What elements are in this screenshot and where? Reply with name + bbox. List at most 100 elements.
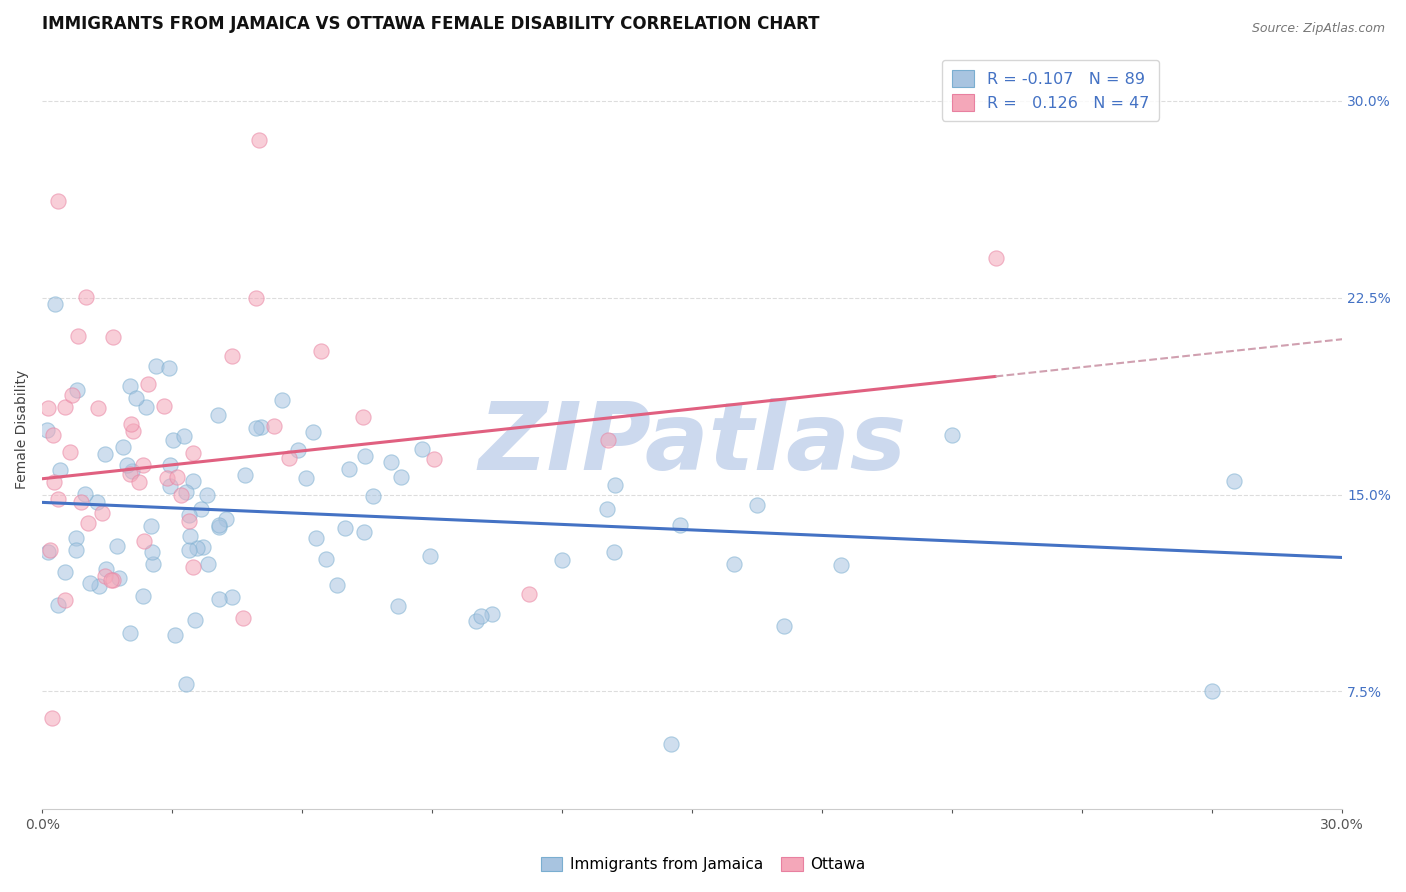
Point [353,524,375,539]
Point [422,452,444,467]
Point [596,501,619,516]
Point [173,429,195,443]
Point [162,433,184,447]
Point [354,449,377,463]
Point [179,508,201,523]
Point [215,512,238,526]
Point [53,592,76,607]
Point [277,451,299,466]
Point [723,557,745,571]
Point [181,559,204,574]
Point [232,611,254,625]
Point [177,543,200,558]
Text: ZIPatlas: ZIPatlas [478,398,907,490]
Point [93,447,115,461]
Legend: R = -0.107   N = 89, R =   0.126   N = 47: R = -0.107 N = 89, R = 0.126 N = 47 [942,61,1159,120]
Point [37,545,59,559]
Point [179,529,201,543]
Point [120,379,142,393]
Point [128,475,150,489]
Point [207,520,229,534]
Point [118,467,141,482]
Point [183,613,205,627]
Point [174,677,197,691]
Point [69,495,91,509]
Point [352,409,374,424]
Point [247,133,270,147]
Point [380,454,402,468]
Point [124,392,146,406]
Point [745,498,768,512]
Point [245,291,267,305]
Point [66,328,89,343]
Point [35,423,58,437]
Point [181,474,204,488]
Point [49,463,72,477]
Point [207,408,229,422]
Point [1201,684,1223,698]
Point [87,401,110,415]
Point [159,479,181,493]
Point [86,495,108,509]
Point [75,290,97,304]
Point [294,471,316,485]
Point [302,425,325,439]
Point [156,470,179,484]
Point [75,487,97,501]
Point [121,464,143,478]
Point [120,417,142,432]
Point [117,458,139,472]
Point [79,575,101,590]
Point [53,565,76,579]
Point [91,506,114,520]
Point [191,540,214,554]
Point [122,425,145,439]
Point [245,421,267,435]
Point [186,541,208,555]
Point [100,573,122,587]
Point [131,589,153,603]
Text: IMMIGRANTS FROM JAMAICA VS OTTAWA FEMALE DISABILITY CORRELATION CHART: IMMIGRANTS FROM JAMAICA VS OTTAWA FEMALE… [42,15,820,33]
Point [120,626,142,640]
Point [287,442,309,457]
Point [42,428,65,442]
Point [659,737,682,751]
Point [305,531,328,545]
Point [309,343,332,358]
Point [596,433,619,447]
Y-axis label: Female Disability: Female Disability [15,369,30,489]
Point [46,492,69,507]
Point [142,558,165,572]
Point [1223,475,1246,489]
Point [105,539,128,553]
Point [103,573,125,587]
Point [221,590,243,604]
Point [65,543,87,558]
Point [263,418,285,433]
Point [470,609,492,624]
Point [517,586,540,600]
Point [112,441,135,455]
Point [42,475,65,489]
Point [89,579,111,593]
Point [411,442,433,456]
Point [208,517,231,532]
Point [551,553,574,567]
Point [39,542,62,557]
Point [41,710,63,724]
Point [181,446,204,460]
Point [59,445,82,459]
Point [481,607,503,622]
Point [65,531,87,545]
Point [389,469,412,483]
Point [48,598,70,612]
Point [387,599,409,613]
Point [132,458,155,472]
Point [101,330,124,344]
Point [174,485,197,500]
Point [250,420,273,434]
Point [48,194,70,209]
Point [333,521,356,535]
Point [830,558,852,573]
Point [419,549,441,564]
